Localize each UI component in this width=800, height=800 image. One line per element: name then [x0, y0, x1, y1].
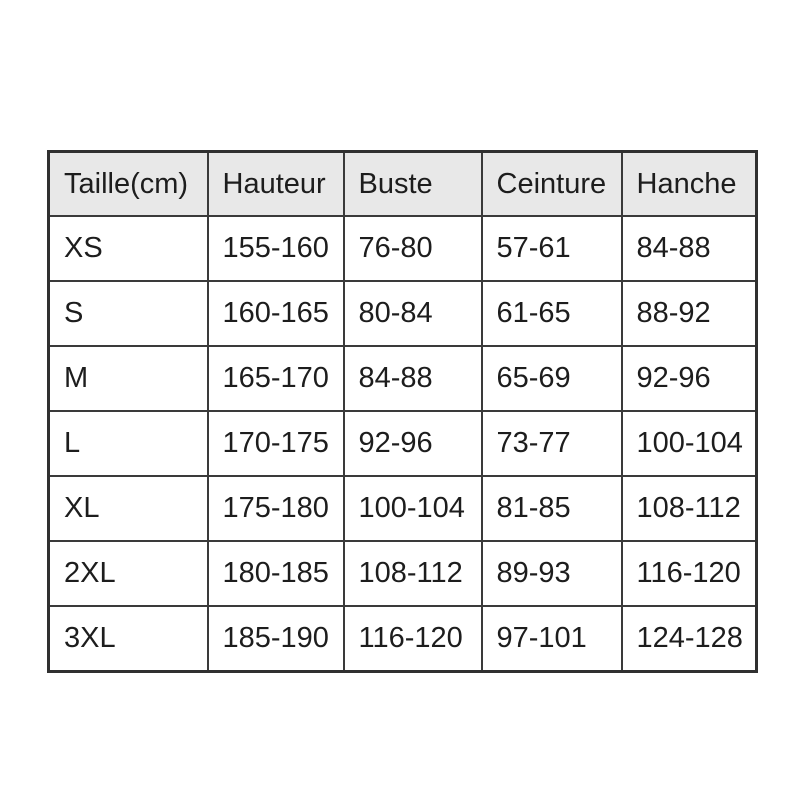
table-row: L 170-175 92-96 73-77 100-104 — [47, 410, 758, 477]
measurement-cell: 80-84 — [342, 280, 483, 347]
header-row: Taille(cm) Hauteur Buste Ceinture Hanche — [47, 150, 758, 217]
measurement-cell: 84-88 — [620, 215, 758, 282]
table-row: M 165-170 84-88 65-69 92-96 — [47, 345, 758, 412]
size-chart-table: Taille(cm) Hauteur Buste Ceinture Hanche… — [47, 150, 758, 673]
column-header-ceinture: Ceinture — [480, 150, 623, 217]
column-header-buste: Buste — [342, 150, 483, 217]
table-row: 2XL 180-185 108-112 89-93 116-120 — [47, 540, 758, 607]
measurement-cell: 160-165 — [206, 280, 345, 347]
measurement-cell: 185-190 — [206, 605, 345, 673]
measurement-cell: 165-170 — [206, 345, 345, 412]
table-row: XS 155-160 76-80 57-61 84-88 — [47, 215, 758, 282]
measurement-cell: 116-120 — [620, 540, 758, 607]
measurement-cell: 108-112 — [620, 475, 758, 542]
size-label-cell: 2XL — [47, 540, 209, 607]
column-header-taille: Taille(cm) — [47, 150, 209, 217]
measurement-cell: 57-61 — [480, 215, 623, 282]
measurement-cell: 116-120 — [342, 605, 483, 673]
measurement-cell: 65-69 — [480, 345, 623, 412]
measurement-cell: 89-93 — [480, 540, 623, 607]
size-label-cell: 3XL — [47, 605, 209, 673]
measurement-cell: 84-88 — [342, 345, 483, 412]
measurement-cell: 81-85 — [480, 475, 623, 542]
measurement-cell: 175-180 — [206, 475, 345, 542]
table-row: S 160-165 80-84 61-65 88-92 — [47, 280, 758, 347]
size-label-cell: M — [47, 345, 209, 412]
measurement-cell: 100-104 — [620, 410, 758, 477]
measurement-cell: 88-92 — [620, 280, 758, 347]
measurement-cell: 61-65 — [480, 280, 623, 347]
size-label-cell: XL — [47, 475, 209, 542]
measurement-cell: 170-175 — [206, 410, 345, 477]
measurement-cell: 124-128 — [620, 605, 758, 673]
measurement-cell: 92-96 — [342, 410, 483, 477]
measurement-cell: 100-104 — [342, 475, 483, 542]
size-chart-header: Taille(cm) Hauteur Buste Ceinture Hanche — [47, 150, 758, 217]
size-label-cell: S — [47, 280, 209, 347]
column-header-hauteur: Hauteur — [206, 150, 345, 217]
size-label-cell: L — [47, 410, 209, 477]
table-row: 3XL 185-190 116-120 97-101 124-128 — [47, 605, 758, 673]
measurement-cell: 76-80 — [342, 215, 483, 282]
measurement-cell: 108-112 — [342, 540, 483, 607]
measurement-cell: 180-185 — [206, 540, 345, 607]
measurement-cell: 92-96 — [620, 345, 758, 412]
table-row: XL 175-180 100-104 81-85 108-112 — [47, 475, 758, 542]
measurement-cell: 155-160 — [206, 215, 345, 282]
column-header-hanche: Hanche — [620, 150, 758, 217]
measurement-cell: 97-101 — [480, 605, 623, 673]
size-label-cell: XS — [47, 215, 209, 282]
size-chart-body: XS 155-160 76-80 57-61 84-88 S 160-165 80-84 61-… — [47, 215, 758, 673]
measurement-cell: 73-77 — [480, 410, 623, 477]
